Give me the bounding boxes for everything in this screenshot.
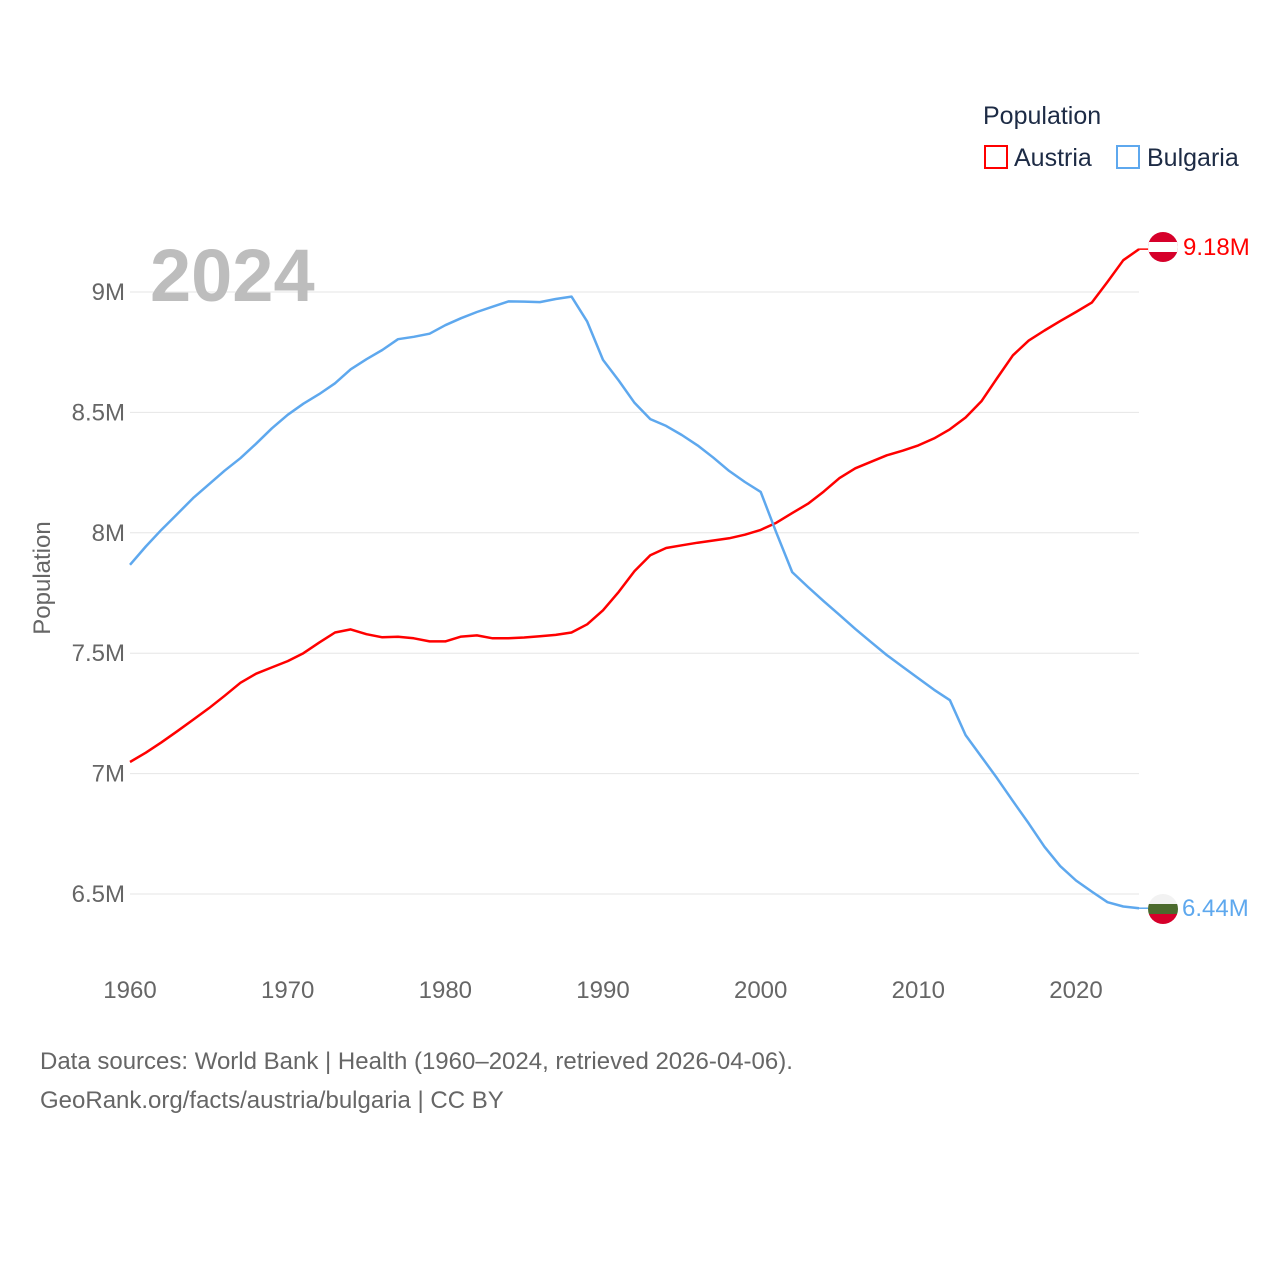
legend-label-austria[interactable]: Austria [1014,144,1092,172]
bulgaria-end-label: 6.44M [1182,895,1249,922]
data-source-text: Data sources: World Bank | Health (1960–… [40,1048,793,1075]
year-label: 2024 [150,234,315,317]
legend: Population Austria Bulgaria [983,102,1239,172]
series-line-austria [129,248,1140,764]
gridlines [130,291,1139,895]
attribution-link[interactable]: GeoRank.org/facts/austria/bulgaria | CC … [40,1087,504,1114]
y-tick-label: 9M [92,279,125,306]
y-tick-label: 7.5M [72,640,125,667]
austria-flag-icon [1148,232,1178,262]
series-line-bulgaria [129,295,1140,910]
legend-swatch-austria[interactable] [984,145,1008,169]
y-axis-label: Population [29,521,56,634]
legend-title: Population [983,102,1101,130]
x-tick-label: 1960 [103,977,156,1004]
austria-end-label: 9.18M [1183,234,1250,261]
series-lines [129,248,1148,910]
x-tick-label: 2010 [892,977,945,1004]
x-tick-label: 2000 [734,977,787,1004]
legend-label-bulgaria[interactable]: Bulgaria [1147,144,1239,172]
x-tick-label: 1980 [419,977,472,1004]
x-axis-ticks: 1960 1970 1980 1990 2000 2010 2020 [103,977,1102,1004]
y-tick-label: 6.5M [72,881,125,908]
y-tick-label: 8M [92,520,125,547]
x-tick-label: 1970 [261,977,314,1004]
y-tick-label: 7M [92,761,125,788]
y-axis-ticks: 6.5M 7M 7.5M 8M 8.5M 9M [72,279,125,908]
y-tick-label: 8.5M [72,399,125,426]
x-tick-label: 1990 [576,977,629,1004]
bulgaria-flag-icon [1148,894,1178,924]
x-tick-label: 2020 [1049,977,1102,1004]
legend-swatch-bulgaria[interactable] [1116,145,1140,169]
